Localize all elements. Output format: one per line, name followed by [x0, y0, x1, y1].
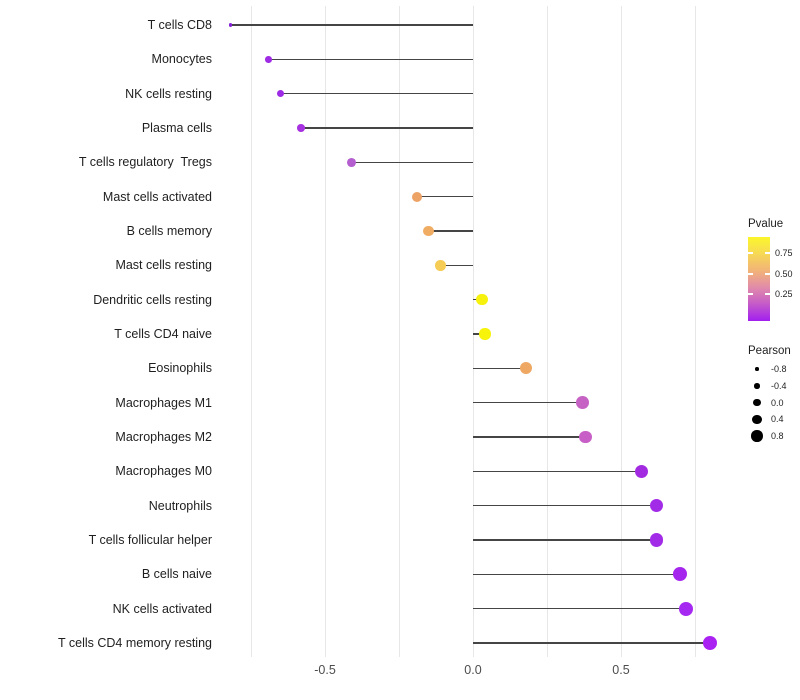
pearson-legend-dot [754, 383, 760, 389]
stem [473, 642, 710, 644]
pearson-legend-dot [752, 414, 762, 424]
pvalue-tick-label: 0.50 [775, 268, 793, 279]
data-point [520, 362, 533, 375]
pvalue-bar-tick [748, 272, 753, 275]
category-label: B cells naive [141, 567, 212, 582]
pearson-legend-dot [751, 430, 763, 442]
pearson-legend-label: 0.8 [771, 431, 784, 441]
gridline [251, 6, 252, 657]
data-point [347, 157, 357, 167]
data-point [423, 225, 434, 237]
category-label: T cells follicular helper [88, 532, 212, 547]
gridline [547, 6, 548, 657]
stem [473, 470, 642, 473]
category-label: Macrophages M1 [115, 395, 212, 410]
data-point [228, 23, 233, 27]
data-point [297, 124, 306, 132]
gridline [399, 6, 400, 657]
stem [301, 127, 473, 129]
data-point [702, 635, 717, 651]
stem [230, 24, 473, 26]
data-point [435, 259, 446, 271]
category-label: Mast cells activated [102, 189, 212, 204]
data-point [579, 430, 592, 444]
gridline [621, 6, 622, 657]
stem [268, 58, 473, 61]
x-tick-label: -0.5 [314, 663, 336, 677]
category-label: Dendritic cells resting [93, 292, 212, 307]
stem [473, 573, 681, 576]
gridline [473, 6, 474, 657]
category-label: T cells CD4 naive [114, 326, 212, 341]
data-point [476, 293, 488, 306]
pearson-legend-dot [753, 398, 761, 407]
data-point [679, 601, 694, 616]
pvalue-bar-tick [765, 293, 770, 295]
category-label: NK cells resting [125, 86, 212, 101]
pearson-legend-title: Pearson [748, 345, 791, 357]
data-point [576, 396, 589, 409]
pvalue-gradient-bar [748, 237, 770, 321]
category-label: Monocytes [151, 52, 212, 67]
stem [440, 264, 473, 267]
pvalue-bar-tick [748, 293, 753, 295]
data-point [673, 567, 688, 582]
category-label: NK cells activated [112, 601, 212, 616]
category-label: Plasma cells [141, 120, 212, 135]
gridline [325, 6, 326, 657]
data-point [479, 328, 491, 340]
data-point [649, 498, 664, 513]
category-label: T cells CD8 [147, 18, 212, 32]
data-point [277, 90, 285, 98]
category-label: Neutrophils [148, 498, 212, 513]
category-label: Mast cells resting [115, 258, 212, 273]
stem [428, 230, 473, 232]
pvalue-bar-tick [748, 252, 753, 254]
stem [473, 607, 687, 610]
data-point [649, 533, 664, 547]
category-label: T cells regulatory Tregs [78, 155, 212, 170]
data-point [634, 464, 649, 479]
stem [280, 92, 473, 95]
category-label: B cells memory [126, 223, 212, 238]
pearson-legend-label: 0.4 [771, 414, 784, 425]
pvalue-tick-label: 0.75 [775, 248, 793, 258]
data-point [265, 56, 273, 63]
stem [473, 539, 657, 541]
category-label: Macrophages M2 [115, 429, 212, 444]
pearson-legend-label: -0.8 [771, 364, 787, 374]
category-label: T cells CD4 memory resting [58, 635, 212, 650]
gridline [695, 6, 696, 657]
category-label: Macrophages M0 [115, 464, 212, 479]
stem [473, 504, 657, 507]
stem [473, 367, 527, 370]
pearson-legend-label: 0.0 [771, 397, 784, 408]
pearson-legend-dot [755, 367, 759, 371]
stem [473, 436, 586, 438]
pearson-legend-label: -0.4 [771, 380, 787, 391]
pvalue-bar-tick [765, 252, 770, 254]
pvalue-tick-label: 0.25 [775, 289, 793, 299]
stem [416, 195, 473, 198]
stem [473, 333, 485, 335]
stem [351, 161, 473, 164]
stem [473, 401, 583, 404]
x-tick-label: 0.5 [612, 663, 630, 677]
category-label: Eosinophils [148, 361, 212, 376]
data-point [411, 191, 422, 202]
pvalue-legend-title: Pvalue [748, 218, 784, 230]
pvalue-bar-tick [765, 272, 770, 275]
x-tick-label: 0.0 [464, 663, 482, 677]
